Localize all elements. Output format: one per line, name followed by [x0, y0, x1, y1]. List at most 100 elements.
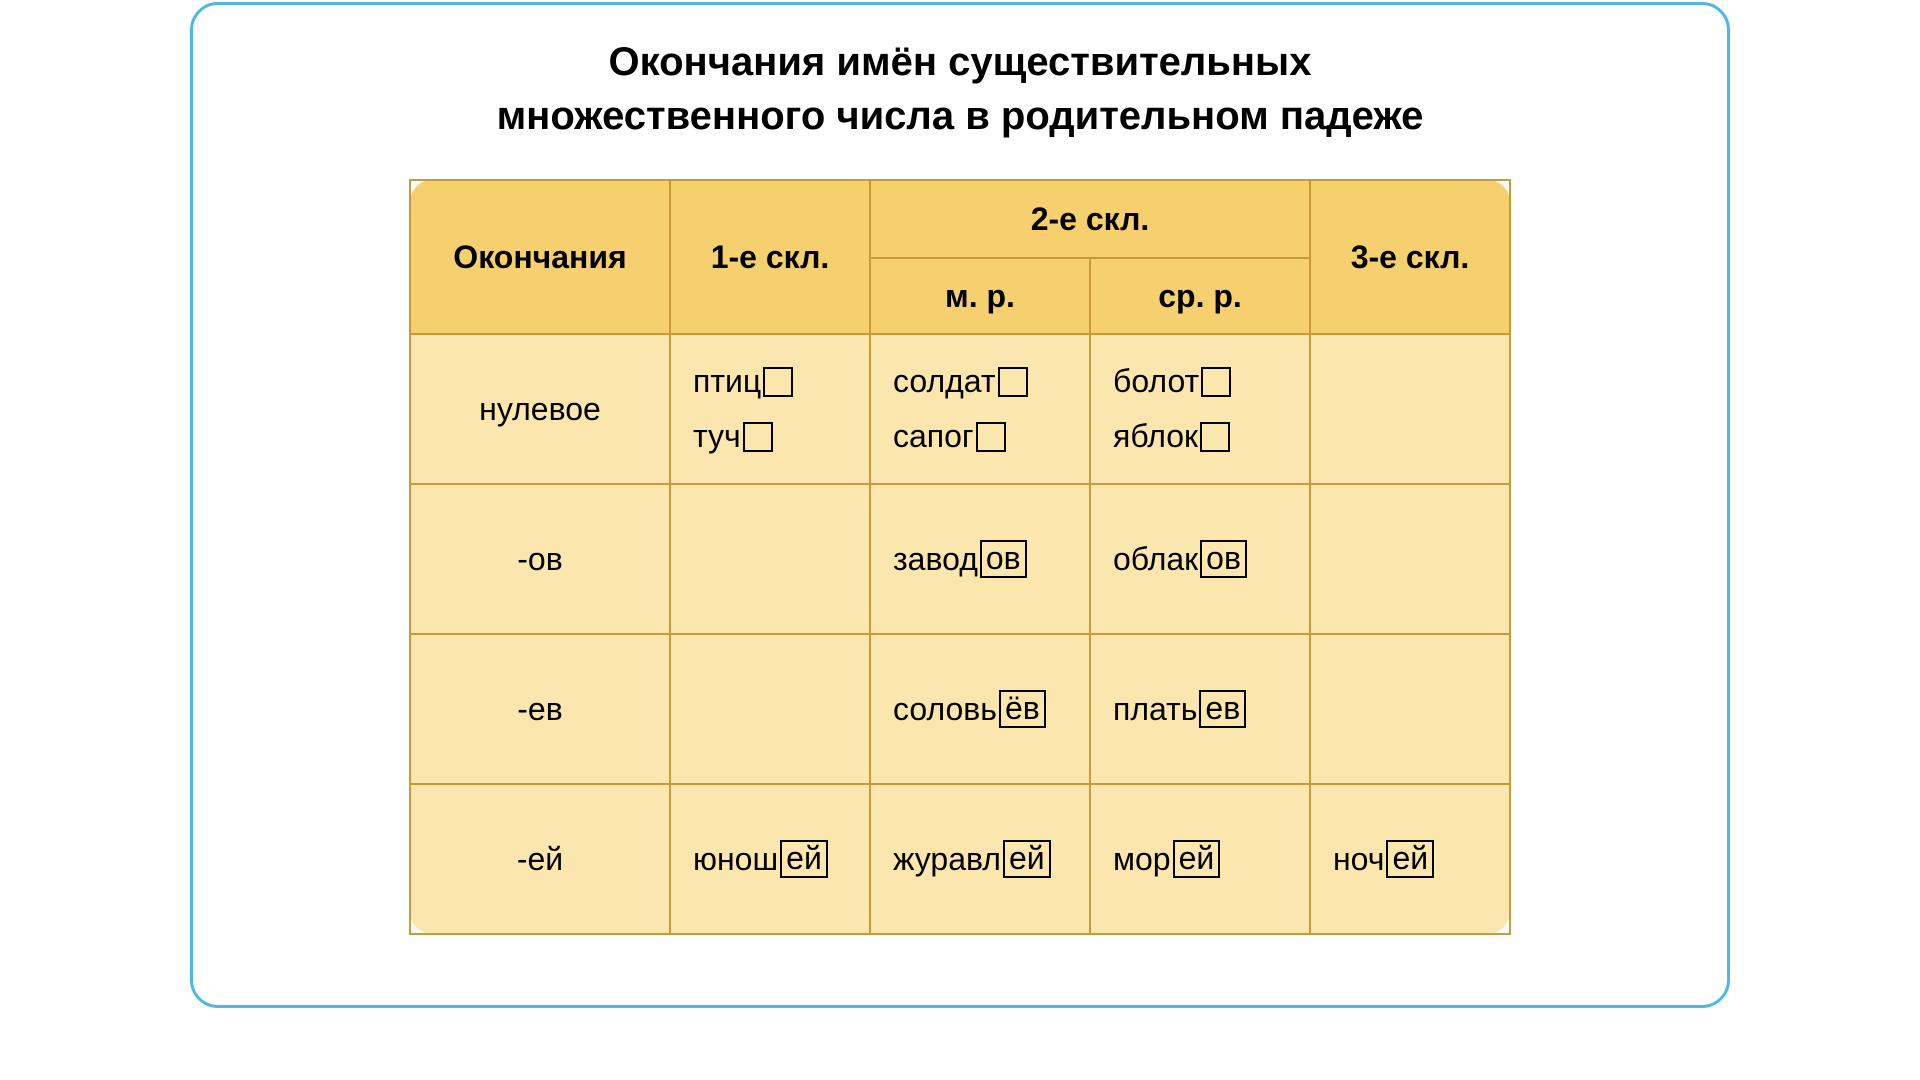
cell	[670, 484, 870, 634]
word-stem: солдат	[893, 363, 996, 400]
row-label-cell: -ов	[410, 484, 670, 634]
word-stem: болот	[1113, 363, 1199, 400]
row-label-cell: -ев	[410, 634, 670, 784]
th-endings-label: Окончания	[453, 239, 626, 276]
cell: ночей	[1310, 784, 1510, 934]
th-decl2-group-label: 2-е скл.	[1031, 201, 1150, 238]
table-row: -ей юношей журавлей морей ночей	[410, 784, 1510, 934]
cell	[1310, 634, 1510, 784]
row-label: -ев	[517, 691, 562, 728]
cell: облаков	[1090, 484, 1310, 634]
zero-ending-box	[998, 367, 1028, 397]
row-label-cell: -ей	[410, 784, 670, 934]
word-stack: облаков	[1113, 540, 1247, 578]
word: туч	[693, 418, 793, 455]
table-body: нулевое птиц туч солдат сапог болот яблок -…	[410, 334, 1510, 934]
cell	[1310, 484, 1510, 634]
cell: юношей	[670, 784, 870, 934]
cell: солдат сапог	[870, 334, 1090, 484]
word-stem: сапог	[893, 418, 974, 455]
ending-box: ев	[1199, 690, 1246, 728]
zero-ending-box	[1200, 422, 1230, 452]
ending-box: ёв	[999, 690, 1046, 728]
word-stem: плать	[1113, 691, 1197, 728]
row-label: нулевое	[479, 391, 601, 428]
word: сапог	[893, 418, 1028, 455]
ending-box: ей	[1173, 840, 1221, 878]
title-line-1: Окончания имён существительных	[609, 40, 1312, 84]
word: платьев	[1113, 690, 1246, 728]
word-stack: ночей	[1333, 840, 1434, 878]
th-decl2-m-label: м. р.	[945, 278, 1015, 315]
page-title: Окончания имён существительных множестве…	[233, 35, 1687, 143]
word: журавлей	[893, 840, 1051, 878]
cell	[1310, 334, 1510, 484]
word: заводов	[893, 540, 1027, 578]
word-stack: солдат сапог	[893, 363, 1028, 455]
word: яблок	[1113, 418, 1231, 455]
row-label-cell: нулевое	[410, 334, 670, 484]
title-line-2: множественного числа в родительном падеж…	[497, 94, 1424, 138]
cell: заводов	[870, 484, 1090, 634]
row-label: -ов	[517, 541, 562, 578]
zero-ending-box	[763, 367, 793, 397]
ending-box: ей	[1386, 840, 1434, 878]
word-stem: туч	[693, 418, 741, 455]
word-stem: птиц	[693, 363, 761, 400]
word: соловьёв	[893, 690, 1046, 728]
th-decl2-n: ср. р.	[1090, 258, 1310, 334]
th-decl2-n-label: ср. р.	[1158, 278, 1242, 315]
th-decl1: 1-е скл.	[670, 180, 870, 334]
cell	[670, 634, 870, 784]
word-stem: яблок	[1113, 418, 1198, 455]
word-stem: облак	[1113, 541, 1198, 578]
word-stem: ноч	[1333, 841, 1384, 878]
zero-ending-box	[976, 422, 1006, 452]
word: юношей	[693, 840, 828, 878]
table-row: -ев соловьёв платьев	[410, 634, 1510, 784]
word-stem: завод	[893, 541, 978, 578]
ending-box: ов	[980, 540, 1027, 578]
th-decl2-group: 2-е скл.	[870, 180, 1310, 258]
word-stack: морей	[1113, 840, 1220, 878]
table-row: -ов заводов облаков	[410, 484, 1510, 634]
card: Окончания имён существительных множестве…	[190, 2, 1730, 1008]
word: морей	[1113, 840, 1220, 878]
word-stem: соловь	[893, 691, 997, 728]
word: болот	[1113, 363, 1231, 400]
word-stack: болот яблок	[1113, 363, 1231, 455]
word: солдат	[893, 363, 1028, 400]
table-wrap: Окончания 1-е скл. 2-е скл. 3-е скл. м. …	[233, 179, 1687, 935]
table-row: нулевое птиц туч солдат сапог болот яблок	[410, 334, 1510, 484]
th-decl2-m: м. р.	[870, 258, 1090, 334]
th-endings: Окончания	[410, 180, 670, 334]
word-stack: соловьёв	[893, 690, 1046, 728]
ending-box: ов	[1200, 540, 1247, 578]
th-decl3-label: 3-е скл.	[1351, 239, 1470, 276]
cell: платьев	[1090, 634, 1310, 784]
word-stem: юнош	[693, 841, 778, 878]
word-stem: мор	[1113, 841, 1171, 878]
zero-ending-box	[1201, 367, 1231, 397]
cell: морей	[1090, 784, 1310, 934]
row-label: -ей	[517, 841, 563, 878]
cell: журавлей	[870, 784, 1090, 934]
th-decl1-label: 1-е скл.	[711, 239, 830, 276]
ending-box: ей	[1003, 840, 1051, 878]
word: ночей	[1333, 840, 1434, 878]
cell: птиц туч	[670, 334, 870, 484]
word: птиц	[693, 363, 793, 400]
th-decl3: 3-е скл.	[1310, 180, 1510, 334]
word-stack: заводов	[893, 540, 1027, 578]
word: облаков	[1113, 540, 1247, 578]
declension-table: Окончания 1-е скл. 2-е скл. 3-е скл. м. …	[409, 179, 1511, 935]
word-stack: журавлей	[893, 840, 1051, 878]
ending-box: ей	[780, 840, 828, 878]
word-stack: птиц туч	[693, 363, 793, 455]
zero-ending-box	[743, 422, 773, 452]
word-stack: юношей	[693, 840, 828, 878]
word-stack: платьев	[1113, 690, 1246, 728]
cell: соловьёв	[870, 634, 1090, 784]
cell: болот яблок	[1090, 334, 1310, 484]
word-stem: журавл	[893, 841, 1001, 878]
